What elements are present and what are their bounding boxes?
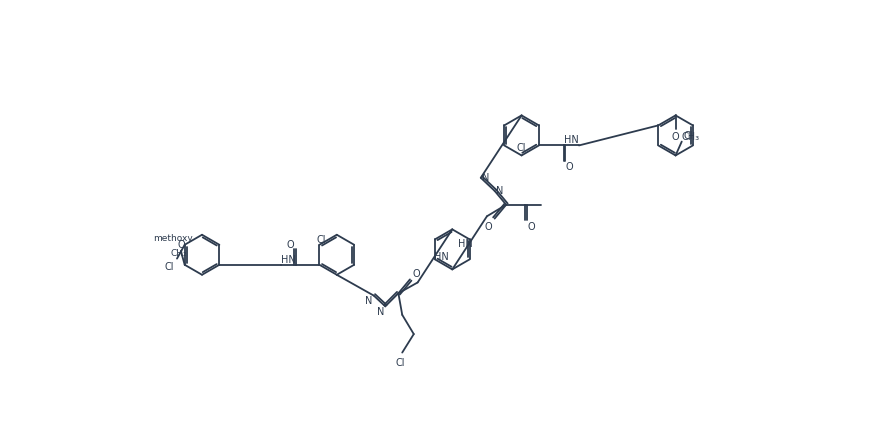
Text: HN: HN — [433, 252, 449, 261]
Text: Cl: Cl — [165, 261, 174, 271]
Text: CH₂: CH₂ — [170, 249, 187, 258]
Text: CH₃: CH₃ — [682, 132, 700, 142]
Text: O: O — [485, 221, 492, 231]
Text: HN: HN — [281, 254, 296, 264]
Text: O: O — [177, 240, 184, 249]
Text: methoxy: methoxy — [153, 233, 193, 242]
Text: N: N — [497, 186, 504, 196]
Text: Cl: Cl — [517, 143, 526, 153]
Text: O: O — [528, 221, 536, 231]
Text: N: N — [366, 295, 373, 305]
Text: Cl: Cl — [396, 357, 406, 367]
Text: N: N — [481, 172, 490, 183]
Text: O: O — [566, 162, 573, 172]
Text: HN: HN — [457, 238, 473, 248]
Text: N: N — [377, 306, 384, 316]
Text: Cl: Cl — [317, 234, 326, 244]
Text: Cl: Cl — [684, 130, 692, 140]
Text: O: O — [412, 269, 420, 279]
Text: HN: HN — [564, 135, 578, 145]
Text: O: O — [672, 132, 679, 142]
Text: O: O — [287, 240, 294, 249]
